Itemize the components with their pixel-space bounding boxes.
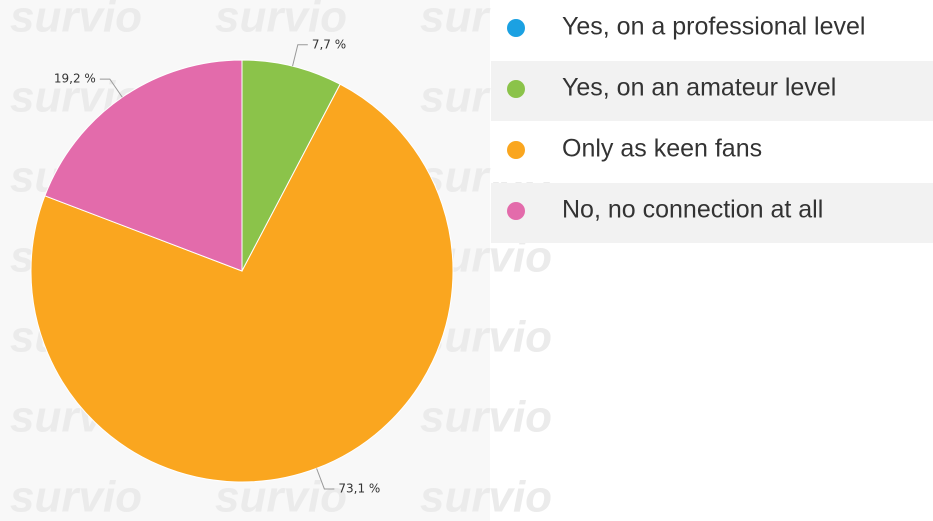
legend-row <box>491 0 933 60</box>
legend: Yes, on a professional level Yes, on an a… <box>491 0 933 243</box>
pie: 7,7 % 73,1 % 19,2 % <box>30 37 454 495</box>
watermark: survio <box>10 473 142 521</box>
legend-marker <box>507 80 525 98</box>
watermark: survio <box>215 0 347 42</box>
legend-marker <box>507 141 525 159</box>
legend-label: Yes, on an amateur level <box>562 74 836 102</box>
watermark: survio <box>420 473 552 521</box>
slice-label: 7,7 % <box>312 37 346 51</box>
watermark: survio <box>10 0 142 42</box>
legend-label: Only as keen fans <box>562 135 762 163</box>
legend-label: No, no connection at all <box>562 196 823 224</box>
legend-marker <box>507 202 525 220</box>
label-leader <box>316 468 335 490</box>
slice-label: 19,2 % <box>54 72 96 86</box>
label-leader <box>99 78 123 98</box>
pie-slice <box>30 83 454 483</box>
slice-label: 73,1 % <box>338 481 380 495</box>
legend-row <box>491 61 933 121</box>
watermark: survio <box>420 393 552 442</box>
legend-row <box>491 122 933 182</box>
label-leader <box>292 44 308 67</box>
legend-marker <box>507 19 525 37</box>
legend-row <box>491 183 933 243</box>
legend-label: Yes, on a professional level <box>562 13 865 41</box>
pie-slice <box>241 59 341 272</box>
